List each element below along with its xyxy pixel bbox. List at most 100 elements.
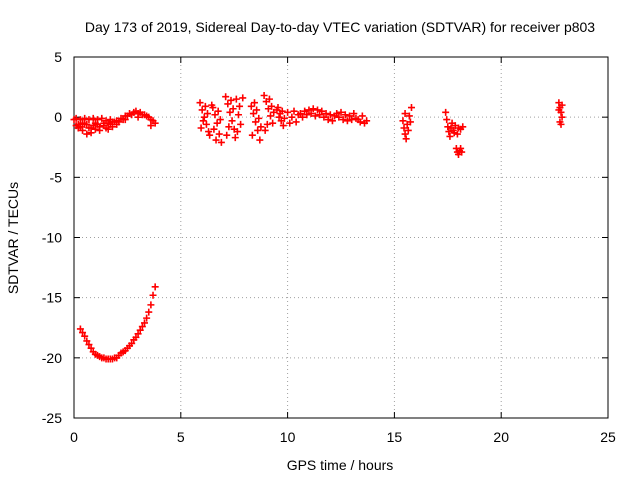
x-tick-label: 15 [387,429,403,445]
data-point [199,117,207,125]
data-point [121,116,129,124]
data-point [151,283,159,291]
data-point [288,113,296,121]
data-point [459,123,467,131]
x-tick-label: 20 [493,429,509,445]
data-point [85,341,93,349]
data-point [224,100,232,108]
data-point [322,110,330,118]
data-point [102,124,110,132]
x-axis-label: GPS time / hours [287,457,394,473]
data-point [72,114,80,122]
data-point [443,116,451,124]
data-point [81,114,89,122]
data-point [132,333,140,341]
data-point [450,129,458,137]
x-tick-label: 25 [600,429,616,445]
data-point [442,108,450,116]
data-point [335,113,343,121]
data-point [256,136,264,144]
data-point [232,95,240,103]
data-point [267,112,275,120]
data-point [290,107,298,115]
data-point [74,124,82,132]
data-point [197,124,205,132]
data-point [318,107,326,115]
data-point [83,130,91,138]
data-point [128,339,136,347]
data-point [294,111,302,119]
data-point [100,119,108,127]
data-point [255,114,263,122]
data-point [81,332,89,340]
data-point [458,148,466,156]
data-point [401,110,409,118]
data-point [555,106,563,114]
data-point [215,130,223,138]
data-point [98,114,106,122]
data-point [213,119,221,127]
data-point [263,120,271,128]
y-tick-label: -10 [42,230,62,246]
data-point [200,113,208,121]
y-tick-labels: 5 0 -5 -10 -15 -20 -25 [42,49,62,426]
data-point [234,111,242,119]
data-point [225,123,233,131]
data-point [87,124,95,132]
data-point [79,119,87,127]
data-point [214,107,222,115]
data-point [87,344,95,352]
data-point [134,330,142,338]
data-point [275,113,283,121]
data-point [269,119,277,127]
data-point [343,117,351,125]
data-point [254,126,262,134]
data-point [253,106,261,114]
data-point [76,116,84,124]
data-point [444,123,452,131]
data-point [328,117,336,125]
data-points [70,92,566,363]
data-point [231,134,239,142]
data-point [457,144,465,152]
data-point [299,113,307,121]
data-point [401,130,409,138]
data-point [301,107,309,115]
data-point [83,120,91,128]
data-point [237,120,245,128]
x-tick-label: 10 [280,429,296,445]
data-point [204,110,211,118]
data-point [278,107,286,115]
data-point [311,112,319,120]
y-tick-label: -5 [50,169,63,185]
data-point [79,329,87,337]
axis-ticks [73,56,609,419]
data-point [233,128,241,136]
data-point [404,126,412,134]
y-tick-label: -25 [42,410,62,426]
data-point [211,111,219,119]
y-tick-label: -15 [42,290,62,306]
data-point [348,116,356,124]
data-point [320,113,328,121]
data-point [453,130,461,138]
data-point [228,117,236,125]
data-point [136,326,144,334]
data-point [346,112,354,120]
data-point [145,308,153,316]
data-point [91,119,99,127]
x-tick-labels: 0 5 10 15 20 25 [70,429,616,445]
data-point [305,106,313,114]
chart-title: Day 173 of 2019, Sidereal Day-to-day VTE… [85,19,595,35]
data-point [212,136,220,144]
data-point [341,111,349,119]
data-point [115,118,123,126]
data-point [249,110,257,118]
data-point [79,126,87,134]
data-point [223,131,231,139]
grid-lines [74,57,608,418]
data-point [210,125,218,133]
data-point [147,301,155,309]
data-point [354,116,362,124]
